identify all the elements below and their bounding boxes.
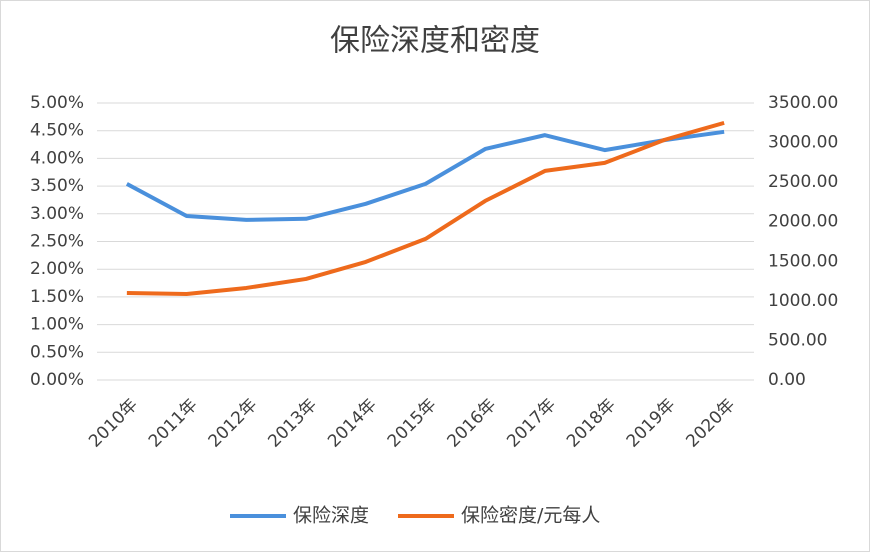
y-tick-label: 1.50% <box>30 287 84 307</box>
y2-tick-label: 0.00 <box>768 370 806 390</box>
y-tick-label: 3.50% <box>30 176 84 196</box>
y2-tick-label: 3500.00 <box>768 93 838 113</box>
series-line <box>126 120 725 296</box>
legend-label: 保险密度/元每人 <box>461 505 600 527</box>
y-tick-label: 2.00% <box>30 259 84 279</box>
y-tick-label: 0.50% <box>30 342 84 362</box>
y-tick-label: 5.00% <box>30 93 84 113</box>
legend-label: 保险深度 <box>293 505 369 527</box>
y2-tick-label: 1000.00 <box>768 291 838 311</box>
y2-tick-label: 2000.00 <box>768 212 838 232</box>
y-tick-label: 0.00% <box>30 370 84 390</box>
y2-tick-label: 3000.00 <box>768 133 838 153</box>
y-tick-label: 1.00% <box>30 315 84 335</box>
series-line <box>125 129 725 222</box>
y-tick-label: 3.00% <box>30 204 84 224</box>
y2-tick-label: 1500.00 <box>768 251 838 271</box>
y2-tick-label: 2500.00 <box>768 172 838 192</box>
y-tick-label: 2.50% <box>30 232 84 252</box>
y-tick-label: 4.50% <box>30 121 84 141</box>
chart-title: 保险深度和密度 <box>330 24 540 59</box>
y-tick-label: 4.00% <box>30 148 84 168</box>
y2-tick-label: 500.00 <box>768 330 827 350</box>
